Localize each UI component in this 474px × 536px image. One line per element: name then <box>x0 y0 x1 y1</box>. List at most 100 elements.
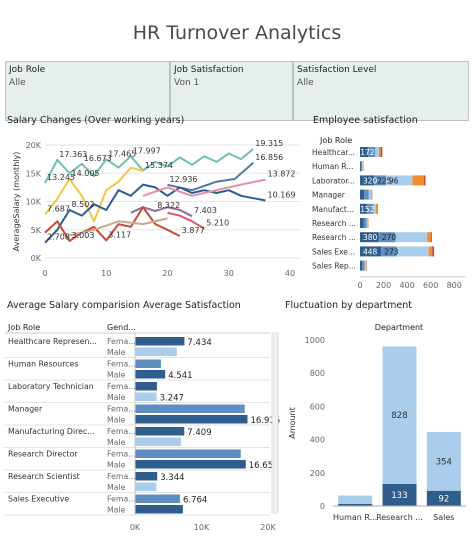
bar-segment <box>362 161 363 172</box>
gender-label: Male <box>107 416 126 425</box>
y-tick-label: 800 <box>310 369 325 378</box>
x-tick-label: 40 <box>285 269 295 278</box>
gender-label: Male <box>107 438 126 447</box>
bar-segment <box>364 260 367 271</box>
x-tick-label: 600 <box>423 281 438 290</box>
y-tick-label: 10K <box>26 198 42 207</box>
page-title: HR Turnover Analytics <box>132 22 342 44</box>
data-label: 16.856 <box>255 153 283 162</box>
y-axis-label: AverageSalary (monthly) <box>12 152 21 252</box>
filter-satisfaction-level[interactable]: Satisfaction Level Alle <box>293 61 469 121</box>
bar-label: 380 <box>363 233 378 242</box>
role-label: Healthcare Represen... <box>8 337 97 346</box>
gender-label: Fema... <box>107 495 136 504</box>
y-tick-label: 200 <box>310 469 325 478</box>
gender-label: Fema... <box>107 450 136 459</box>
bar-segment <box>427 232 431 243</box>
x-tick-label: 800 <box>447 281 462 290</box>
female-bar <box>135 404 245 413</box>
role-label: Manufacturing Direc... <box>8 427 95 436</box>
y-tick-label: 0 <box>320 502 325 511</box>
x-tick-label: 30 <box>224 269 234 278</box>
filter-label: Job Satisfaction <box>174 65 244 75</box>
bar-segment <box>382 483 417 506</box>
bar-value-label: 3.247 <box>160 394 184 404</box>
bar-segment <box>426 490 461 506</box>
category-label: Sales Rep... <box>312 262 356 271</box>
bar-value-label: 6.764 <box>183 496 207 506</box>
y-tick-label: 5K <box>31 226 42 235</box>
filter-job-role[interactable]: Job Role Alle <box>5 61 170 121</box>
bar-segment <box>367 203 374 214</box>
bar-value-label: 7.409 <box>187 428 211 438</box>
filter-job-satisfaction[interactable]: Job Satisfaction Von 1 <box>170 61 293 121</box>
female-bar <box>135 449 241 458</box>
bar-segment <box>430 232 432 243</box>
series-line-6 <box>44 206 181 242</box>
data-label: 8.322 <box>157 201 180 210</box>
bar-segment <box>360 218 364 228</box>
data-label: 3.003 <box>72 231 95 240</box>
bar-segment <box>380 147 383 157</box>
chart-subtitle: Department <box>375 323 423 332</box>
bar-segment <box>360 246 382 257</box>
series-line-7 <box>167 211 205 230</box>
gender-label: Fema... <box>107 472 136 481</box>
role-label: Sales Executive <box>8 495 69 504</box>
series-line-0 <box>44 148 254 184</box>
series-line-8 <box>69 217 168 237</box>
female-bar <box>135 337 185 346</box>
column-header: Job Role <box>319 136 352 145</box>
column-header: Job Role <box>7 323 40 332</box>
bar-segment <box>373 203 376 214</box>
bar-label: 92 <box>438 494 449 504</box>
bar-label: 354 <box>436 457 452 467</box>
male-bar <box>135 347 177 356</box>
bar-label: 273 <box>384 247 399 256</box>
bar-segment <box>395 232 428 243</box>
data-label: 15.374 <box>145 161 173 170</box>
bar-segment <box>360 147 369 157</box>
data-label: 7.403 <box>194 206 217 215</box>
filter-value: Von 1 <box>174 78 200 88</box>
bar-segment <box>377 203 378 214</box>
bar-segment <box>360 161 363 172</box>
data-label: 19.315 <box>255 139 283 148</box>
avg-salary-chart-title: Average Salary comparision Average Satis… <box>7 300 241 311</box>
bar-segment <box>396 246 429 257</box>
bar-value-label: 16.658 <box>249 461 279 471</box>
x-tick-label: 0K <box>130 523 141 532</box>
salary-chart-title: Salary Changes (Over working years) <box>7 115 185 126</box>
gender-label: Male <box>107 348 126 357</box>
male-bar <box>135 392 157 401</box>
x-tick-label: 400 <box>399 281 414 290</box>
bar-segment <box>363 218 367 228</box>
x-tick-label: 10 <box>101 269 111 278</box>
category-label: Manager <box>312 191 346 200</box>
bar-label: 96 <box>389 176 399 185</box>
bar-segment <box>364 189 369 200</box>
data-label: 17.465 <box>108 149 136 158</box>
role-label: Research Director <box>8 450 78 459</box>
role-label: Manager <box>8 405 43 414</box>
series-line-4 <box>142 178 266 197</box>
bar-segment <box>375 147 379 157</box>
female-bar <box>135 382 157 391</box>
female-bar <box>135 472 158 481</box>
y-tick-label: 0K <box>31 254 42 263</box>
category-label: Sales Exe... <box>312 247 355 256</box>
data-label: 8.502 <box>72 200 95 209</box>
scrollbar-track[interactable] <box>271 332 279 514</box>
data-label: 16.673 <box>84 154 112 163</box>
data-label: 17.363 <box>59 150 87 159</box>
x-tick-label: 0 <box>357 281 362 290</box>
bar-segment <box>371 189 372 200</box>
category-label: Research ... <box>376 513 423 522</box>
bar-label: 828 <box>391 411 407 421</box>
role-label: Human Resources <box>8 360 78 369</box>
data-label: 10.169 <box>268 191 296 200</box>
bar-segment <box>426 431 461 491</box>
bar-segment <box>375 203 378 214</box>
series-line-5 <box>130 206 193 218</box>
